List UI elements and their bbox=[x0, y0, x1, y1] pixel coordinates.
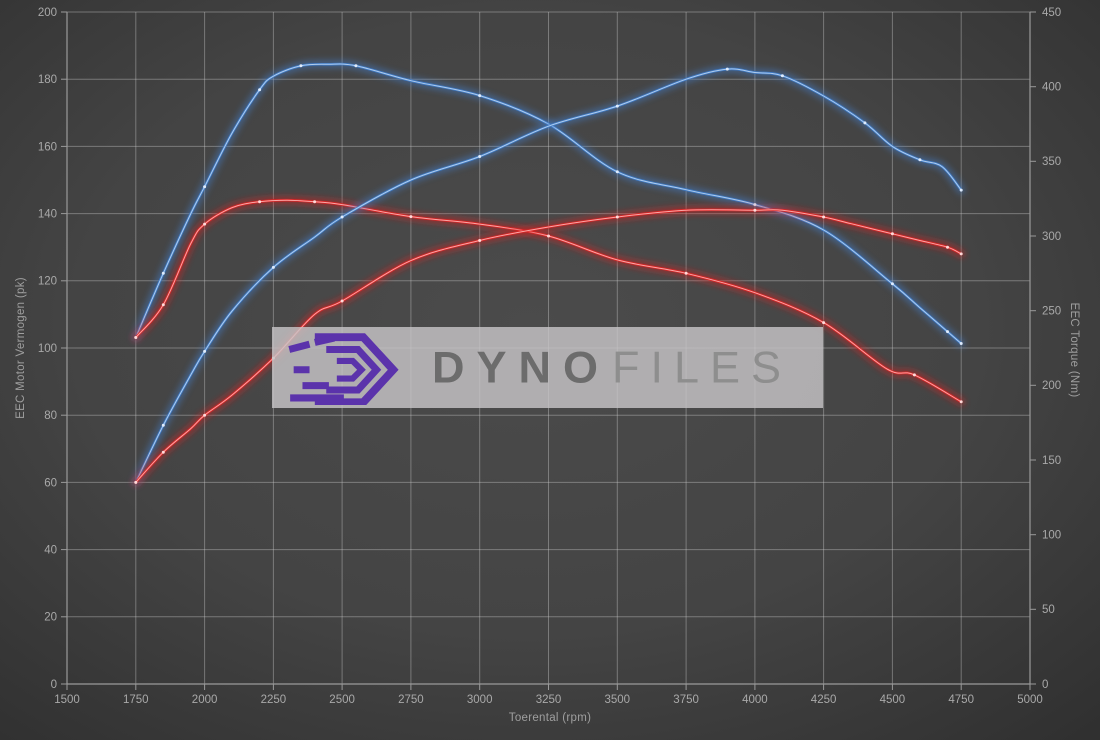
svg-text:120: 120 bbox=[38, 276, 57, 288]
svg-text:100: 100 bbox=[38, 343, 57, 355]
svg-text:1500: 1500 bbox=[54, 694, 80, 706]
svg-text:4000: 4000 bbox=[742, 694, 768, 706]
svg-text:350: 350 bbox=[1042, 156, 1061, 168]
svg-text:40: 40 bbox=[44, 545, 57, 557]
svg-text:4750: 4750 bbox=[948, 694, 974, 706]
watermark: DYNOFILES bbox=[272, 327, 823, 408]
curve-blue-torque bbox=[131, 60, 966, 348]
svg-text:5000: 5000 bbox=[1017, 694, 1043, 706]
watermark-brand-bold: DYNO bbox=[432, 342, 611, 393]
svg-text:160: 160 bbox=[38, 141, 57, 153]
gridlines bbox=[66, 11, 1031, 685]
svg-text:3750: 3750 bbox=[673, 694, 699, 706]
svg-text:300: 300 bbox=[1042, 231, 1061, 243]
svg-text:1750: 1750 bbox=[123, 694, 149, 706]
svg-text:60: 60 bbox=[44, 477, 57, 489]
svg-text:140: 140 bbox=[38, 209, 57, 221]
svg-text:3000: 3000 bbox=[467, 694, 493, 706]
svg-text:2250: 2250 bbox=[261, 694, 287, 706]
svg-text:400: 400 bbox=[1042, 82, 1061, 94]
left-axis-title: EEC Motor Vermogen (pk) bbox=[15, 277, 27, 419]
svg-text:2750: 2750 bbox=[398, 694, 424, 706]
svg-text:180: 180 bbox=[38, 74, 57, 86]
svg-text:4500: 4500 bbox=[880, 694, 906, 706]
svg-text:200: 200 bbox=[38, 7, 57, 19]
svg-text:250: 250 bbox=[1042, 306, 1061, 318]
svg-text:0: 0 bbox=[1042, 679, 1048, 691]
svg-text:2500: 2500 bbox=[329, 694, 355, 706]
right-axis-title: EEC Torque (Nm) bbox=[1068, 302, 1080, 398]
svg-text:3500: 3500 bbox=[605, 694, 631, 706]
watermark-brand-light: FILES bbox=[612, 342, 793, 393]
svg-text:0: 0 bbox=[51, 679, 57, 691]
curve-blue-power bbox=[131, 64, 966, 487]
svg-text:150: 150 bbox=[1042, 455, 1061, 467]
svg-text:50: 50 bbox=[1042, 604, 1055, 616]
svg-text:200: 200 bbox=[1042, 380, 1061, 392]
svg-text:450: 450 bbox=[1042, 7, 1061, 19]
tick-labels: 1500 1750 2000 2250 2500 2750 3000 3250 3500 3750… bbox=[38, 7, 1061, 706]
svg-text:3250: 3250 bbox=[536, 694, 562, 706]
svg-text:80: 80 bbox=[44, 410, 57, 422]
svg-text:20: 20 bbox=[44, 612, 57, 624]
curves bbox=[131, 60, 966, 487]
x-axis-title: Toerental (rpm) bbox=[508, 712, 592, 724]
svg-text:100: 100 bbox=[1042, 530, 1061, 542]
svg-text:4250: 4250 bbox=[811, 694, 837, 706]
svg-text:2000: 2000 bbox=[192, 694, 218, 706]
dynofiles-logo-icon bbox=[288, 332, 399, 405]
curve-red-power bbox=[131, 205, 966, 487]
watermark-brand: DYNOFILES bbox=[432, 328, 792, 407]
curve-red-torque bbox=[131, 196, 966, 406]
